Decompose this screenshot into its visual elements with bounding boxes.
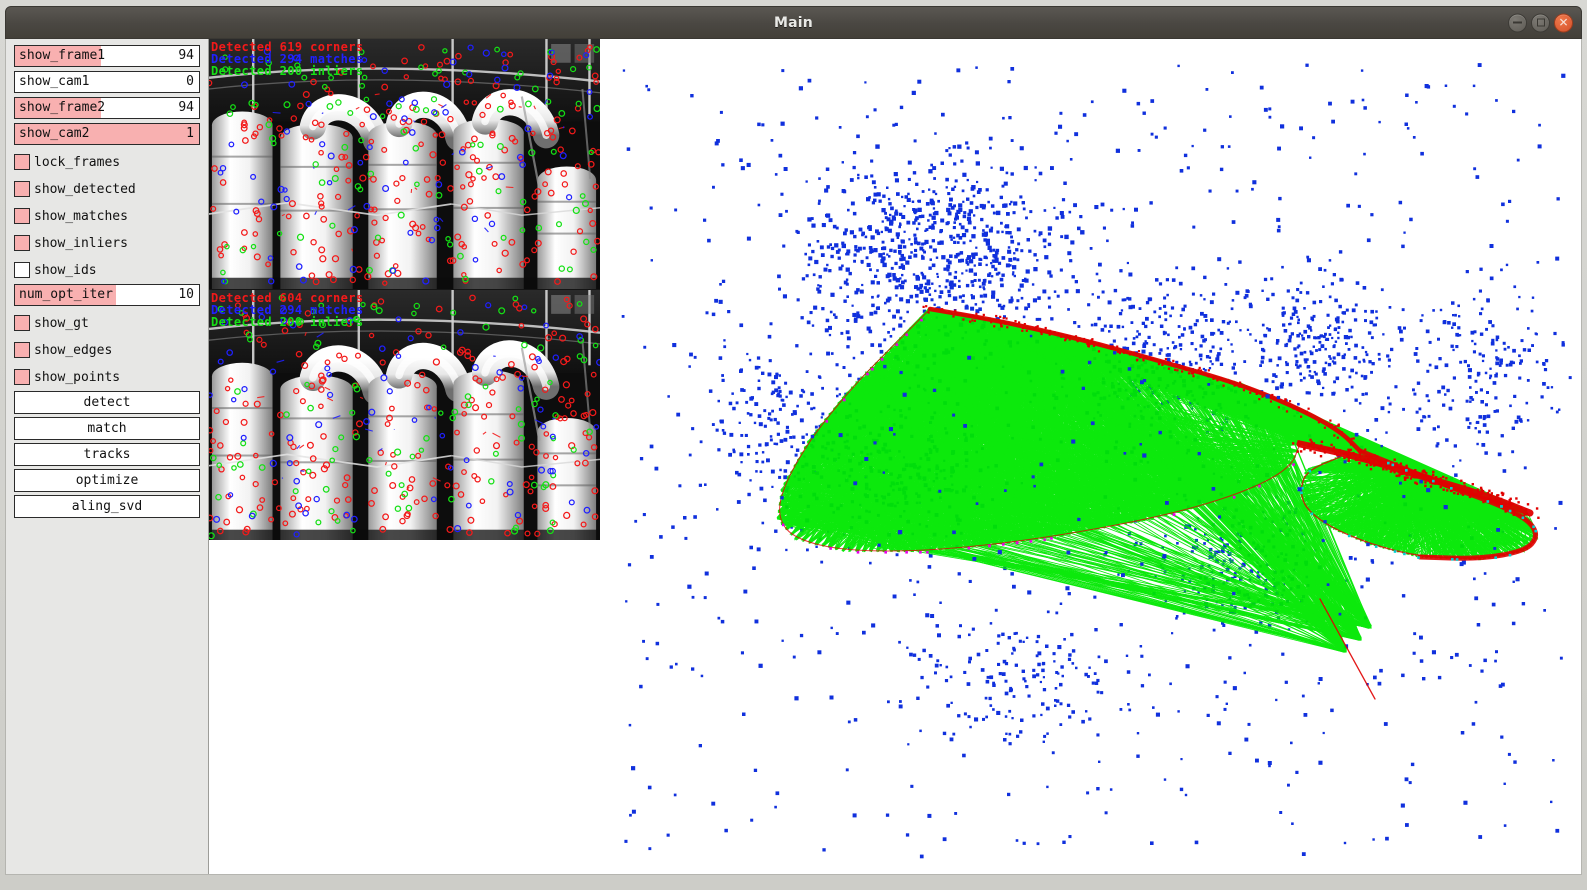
slider-label: show_frame2 <box>19 100 106 115</box>
cam1-corners-text: Detected 619 corners <box>211 40 364 54</box>
slider-value: 1 <box>186 126 194 141</box>
checkbox-show-edges[interactable]: show_edges <box>14 337 200 363</box>
checkbox-icon[interactable] <box>14 235 30 251</box>
checkbox-label: show_matches <box>34 208 128 224</box>
checkbox-label: show_gt <box>34 315 89 331</box>
optimize-button[interactable]: optimize <box>14 469 200 492</box>
3d-viewport[interactable] <box>600 39 1581 874</box>
window-titlebar: Main ✕ <box>5 6 1582 39</box>
slider-value: 0 <box>186 74 194 89</box>
aling-svd-button[interactable]: aling_svd <box>14 495 200 518</box>
slider-value: 10 <box>178 287 194 302</box>
checkbox-show-inliers[interactable]: show_inliers <box>14 230 200 256</box>
tracks-button[interactable]: tracks <box>14 443 200 466</box>
checkbox-label: lock_frames <box>34 154 121 170</box>
slider-fill <box>15 46 102 66</box>
slider-show-cam2[interactable]: show_cam2 1 <box>14 123 200 145</box>
checkbox-show-points[interactable]: show_points <box>14 364 200 390</box>
checkbox-show-detected[interactable]: show_detected <box>14 176 200 202</box>
match-button[interactable]: match <box>14 417 200 440</box>
minimize-icon[interactable] <box>1508 13 1527 32</box>
cam2-inliers-text: Detected 200 inliers <box>211 315 364 329</box>
slider-show-cam1[interactable]: show_cam1 0 <box>14 71 200 93</box>
checkbox-icon[interactable] <box>14 342 30 358</box>
close-icon[interactable]: ✕ <box>1554 13 1573 32</box>
slider-show-frame2[interactable]: show_frame2 94 <box>14 97 200 119</box>
slider-label: show_cam1 <box>19 74 90 89</box>
checkbox-label: show_edges <box>34 342 113 358</box>
cam2-image <box>209 290 600 540</box>
slider-num-opt-iter[interactable]: num_opt_iter 10 <box>14 284 200 306</box>
checkbox-label: show_ids <box>34 262 97 278</box>
checkbox-label: show_detected <box>34 181 136 197</box>
slider-show-frame1[interactable]: show_frame1 94 <box>14 45 200 67</box>
covisibility-edges <box>776 307 1539 653</box>
cam2-view[interactable]: Detected 604 corners Detected 294 matche… <box>209 289 600 540</box>
checkbox-show-gt[interactable]: show_gt <box>14 310 200 336</box>
slider-fill <box>15 98 102 118</box>
cam1-image <box>209 39 600 289</box>
slider-fill <box>15 124 199 144</box>
control-sidebar: show_frame1 94 show_cam1 0 show_frame2 9… <box>6 39 209 874</box>
slider-label: num_opt_iter <box>19 287 113 302</box>
checkbox-icon[interactable] <box>14 181 30 197</box>
slider-label: show_cam2 <box>19 126 90 141</box>
slider-fill <box>15 285 117 305</box>
checkbox-icon[interactable] <box>14 369 30 385</box>
slider-label: show_frame1 <box>19 48 106 63</box>
checkbox-label: show_inliers <box>34 235 128 251</box>
camera-image-panel: Detected 619 corners Detected 294 matche… <box>209 39 600 540</box>
checkbox-icon[interactable] <box>14 208 30 224</box>
cam1-view[interactable]: Detected 619 corners Detected 294 matche… <box>209 39 600 289</box>
checkbox-icon[interactable] <box>14 154 30 170</box>
checkbox-show-matches[interactable]: show_matches <box>14 203 200 229</box>
page-title: Main <box>774 14 813 31</box>
checkbox-icon[interactable] <box>14 315 30 331</box>
checkbox-icon[interactable] <box>14 262 30 278</box>
cam2-corners-text: Detected 604 corners <box>211 291 364 305</box>
slider-value: 94 <box>178 100 194 115</box>
cam1-inliers-text: Detected 200 inliers <box>211 64 364 78</box>
cam2-matches-text: Detected 294 matches <box>211 303 364 317</box>
slider-value: 94 <box>178 48 194 63</box>
checkbox-lock-frames[interactable]: lock_frames <box>14 149 200 175</box>
cam1-matches-text: Detected 294 matches <box>211 52 364 66</box>
checkbox-label: show_points <box>34 369 121 385</box>
maximize-icon[interactable] <box>1531 13 1550 32</box>
window-controls: ✕ <box>1508 13 1573 32</box>
point-cloud-canvas <box>600 39 1581 874</box>
client-area: show_frame1 94 show_cam1 0 show_frame2 9… <box>5 39 1582 875</box>
detect-button[interactable]: detect <box>14 391 200 414</box>
checkbox-show-ids[interactable]: show_ids <box>14 257 200 283</box>
